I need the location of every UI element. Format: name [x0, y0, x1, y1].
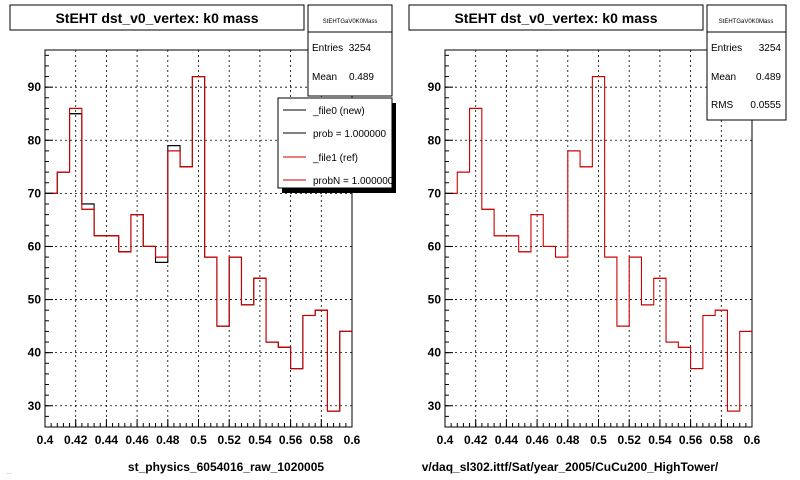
y-tick-label: 30 [28, 399, 42, 413]
left-stats-mean-label: Mean [312, 72, 337, 83]
right-series [445, 75, 752, 412]
x-tick-label: 0.56 [279, 433, 303, 447]
left-stats-mean-value: 0.489 [349, 72, 374, 83]
left-title: StEHT dst_v0_vertex: k0 mass [55, 10, 258, 26]
right-title-box [408, 4, 704, 31]
x-tick-label: 0.5 [590, 433, 607, 447]
y-tick-label: 90 [428, 80, 442, 94]
legend-item-probn: probN = 1.000000 [313, 176, 394, 187]
x-tick-label: 0.4 [37, 433, 54, 447]
left-stats-name: StEHTGaV0K0Mass [323, 19, 378, 25]
x-tick-label: 0.56 [679, 433, 703, 447]
y-tick-label: 70 [28, 186, 42, 200]
y-tick-label: 40 [428, 346, 442, 360]
x-tick-label: 0.58 [310, 433, 334, 447]
right-axes: 0.4 0.42 0.44 0.46 0.48 0.5 0.52 0.54 0.56 0.58 0.… [428, 54, 761, 447]
y-tick-label: 50 [28, 293, 42, 307]
x-tick-label: 0.46 [125, 433, 149, 447]
y-tick-label: 90 [28, 80, 42, 94]
x-tick-label: 0.52 [218, 433, 242, 447]
x-tick-label: 0.44 [95, 433, 119, 447]
left-stats-entries-label: Entries [312, 43, 343, 54]
x-tick-label: 0.48 [156, 433, 180, 447]
left-title-box [9, 4, 305, 31]
y-tick-label: 80 [28, 133, 42, 147]
x-tick-label: 0.42 [464, 433, 488, 447]
x-tick-label: 0.44 [495, 433, 519, 447]
y-tick-label: 40 [28, 346, 42, 360]
left-stats-entries-value: 3254 [349, 43, 372, 54]
right-stats-name: StEHTGaV0K0Mass [719, 19, 774, 25]
y-tick-label: 60 [428, 239, 442, 253]
legend-item-prob: prob = 1.000000 [313, 129, 387, 140]
y-tick-label: 60 [28, 239, 42, 253]
right-title: StEHT dst_v0_vertex: k0 mass [454, 10, 657, 26]
right-stats-entries-label: Entries [711, 43, 742, 54]
y-tick-label: 50 [428, 293, 442, 307]
footer-fragment: … [6, 470, 12, 476]
x-tick-label: 0.42 [64, 433, 88, 447]
x-tick-label: 0.54 [248, 433, 272, 447]
x-tick-label: 0.5 [190, 433, 207, 447]
right-x-axis-label: v/daq_sl302.ittf/Sat/year_2005/CuCu200_H… [422, 460, 719, 474]
y-tick-label: 70 [428, 186, 442, 200]
left-panel: 0.4 0.42 0.44 0.46 0.48 0.5 0.52 0.54 0.56 0.58 0.… [6, 4, 396, 476]
x-tick-label: 0.6 [744, 433, 761, 447]
left-grid [45, 50, 352, 427]
left-series [45, 75, 352, 412]
right-grid [445, 50, 752, 427]
x-tick-label: 0.46 [525, 433, 549, 447]
y-tick-label: 80 [428, 133, 442, 147]
x-tick-label: 0.52 [618, 433, 642, 447]
left-stats-box: StEHTGaV0K0Mass Entries 3254 Mean 0.489 [307, 4, 393, 97]
y-tick-label: 30 [428, 399, 442, 413]
right-stats-rms-value: 0.0555 [750, 100, 781, 111]
x-tick-label: 0.48 [556, 433, 580, 447]
left-axes: 0.4 0.42 0.44 0.46 0.48 0.5 0.52 0.54 0.56 0.58 0.… [28, 54, 361, 447]
right-stats-mean-label: Mean [711, 72, 736, 83]
x-tick-label: 0.6 [344, 433, 361, 447]
right-stats-entries-value: 3254 [759, 43, 782, 54]
right-stats-mean-value: 0.489 [756, 72, 781, 83]
x-tick-label: 0.58 [710, 433, 734, 447]
right-stats-box: StEHTGaV0K0Mass Entries 3254 Mean 0.489 … [706, 4, 787, 121]
right-panel: 0.4 0.42 0.44 0.46 0.48 0.5 0.52 0.54 0.56 0.58 0.… [408, 4, 787, 474]
x-tick-label: 0.4 [437, 433, 454, 447]
right-stats-rms-label: RMS [711, 100, 734, 111]
right-plot-frame [444, 49, 753, 428]
x-tick-label: 0.54 [648, 433, 672, 447]
legend-item-file1: _file1 (ref) [312, 153, 358, 164]
legend-item-file0: _file0 (new) [312, 106, 365, 117]
left-legend: _file0 (new) prob = 1.000000 _file1 (ref… [277, 97, 396, 193]
left-x-axis-label: st_physics_6054016_raw_1020005 [128, 460, 324, 474]
